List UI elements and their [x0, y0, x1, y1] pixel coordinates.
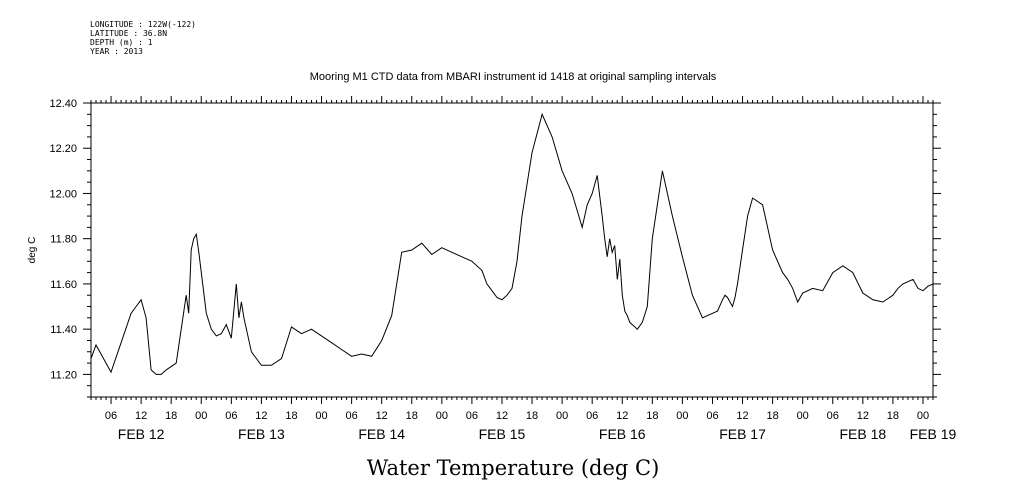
tick-labels: 06 12 18 00 06 12 18 00 06 12 18 00 06 12 18 00 06 12 18 00… — [49, 98, 956, 442]
x-tick-label: 06 — [586, 410, 598, 422]
x-tick-label: 00 — [676, 410, 688, 422]
x-tick-label: 12 — [496, 410, 508, 422]
x-tick-label: 00 — [797, 410, 809, 422]
temperature-series-line — [90, 112, 934, 375]
x-day-label: FEB 16 — [599, 426, 646, 442]
x-tick-label: 00 — [195, 410, 207, 422]
x-tick-label: 18 — [165, 410, 177, 422]
x-tick-label: 18 — [887, 410, 899, 422]
x-tick-label: 00 — [436, 410, 448, 422]
y-tick-label: 12.00 — [49, 188, 77, 200]
x-tick-label: 18 — [526, 410, 538, 422]
longitude-text: LONGITUDE : 122W(-122) — [90, 20, 196, 29]
chart-title: Mooring M1 CTD data from MBARI instrumen… — [310, 71, 717, 83]
y-tick-label: 12.40 — [49, 98, 77, 110]
x-tick-label: 18 — [285, 410, 297, 422]
x-tick-label: 18 — [646, 410, 658, 422]
x-tick-label: 06 — [827, 410, 839, 422]
y-tick-label: 11.80 — [50, 234, 77, 246]
x-day-label: FEB 17 — [719, 426, 766, 442]
x-tick-label: 00 — [315, 410, 327, 422]
y-tick-label: 11.20 — [50, 369, 77, 381]
x-day-label: FEB 15 — [479, 426, 526, 442]
axis-ticks — [83, 96, 941, 404]
x-tick-label: 06 — [105, 410, 117, 422]
x-tick-label: 12 — [376, 410, 388, 422]
x-axis-label: Water Temperature (deg C) — [367, 456, 660, 480]
x-tick-label: 18 — [766, 410, 778, 422]
y-tick-label: 11.60 — [50, 279, 77, 291]
x-tick-label: 00 — [917, 410, 929, 422]
x-tick-label: 06 — [466, 410, 478, 422]
x-day-label: FEB 14 — [358, 426, 405, 442]
x-tick-label: 12 — [135, 410, 147, 422]
x-tick-label: 06 — [345, 410, 357, 422]
mooring-metadata: LONGITUDE : 122W(-122) LATITUDE : 36.8N … — [90, 20, 196, 56]
plot-frame — [90, 102, 934, 398]
x-tick-label: 06 — [706, 410, 718, 422]
x-tick-label: 18 — [406, 410, 418, 422]
x-tick-label: 06 — [225, 410, 237, 422]
y-tick-label: 12.20 — [49, 143, 77, 155]
x-tick-label: 00 — [556, 410, 568, 422]
x-day-label: FEB 18 — [839, 426, 886, 442]
x-tick-label: 12 — [736, 410, 748, 422]
x-tick-label: 12 — [255, 410, 267, 422]
y-axis-label: deg C — [27, 237, 38, 264]
latitude-text: LATITUDE : 36.8N — [90, 29, 168, 38]
y-tick-label: 11.40 — [50, 324, 77, 336]
x-tick-label: 12 — [616, 410, 628, 422]
x-tick-label: 12 — [857, 410, 869, 422]
depth-text: DEPTH (m) : 1 — [90, 38, 153, 47]
x-day-label: FEB 12 — [118, 426, 165, 442]
year-text: YEAR : 2013 — [90, 47, 143, 56]
x-day-label: FEB 13 — [238, 426, 285, 442]
x-day-label: FEB 19 — [910, 426, 957, 442]
